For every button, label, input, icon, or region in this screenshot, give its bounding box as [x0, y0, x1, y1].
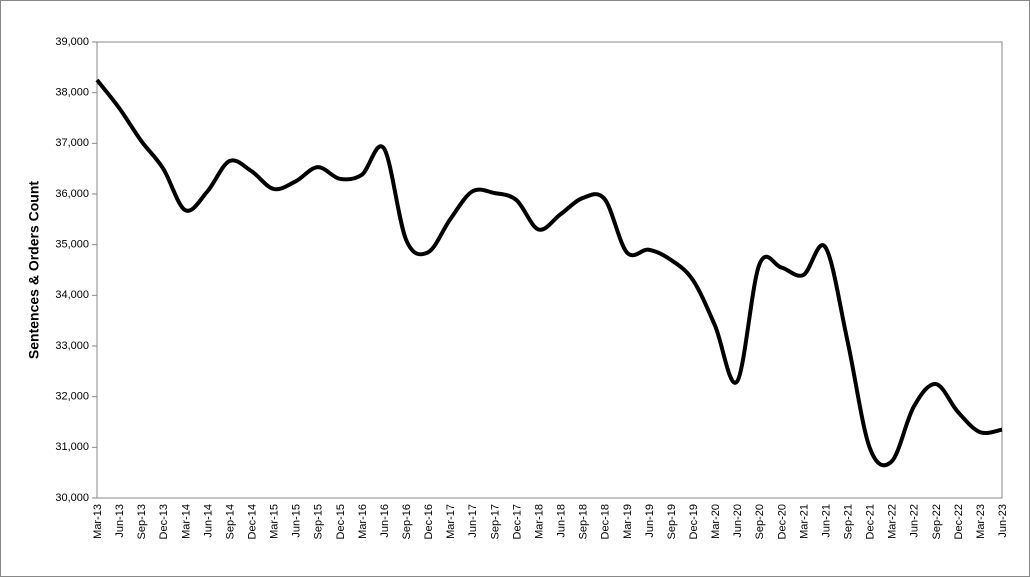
x-tick-label: Dec-22 — [953, 504, 965, 539]
x-tick-label: Sep-22 — [931, 504, 943, 539]
x-tick-label: Dec-14 — [247, 504, 259, 539]
x-tick-label: Mar-15 — [269, 504, 281, 539]
x-tick-label: Sep-18 — [578, 504, 590, 539]
y-tick-label: 30,000 — [55, 492, 89, 504]
x-tick-label: Mar-14 — [180, 504, 192, 539]
y-tick-label: 38,000 — [55, 87, 89, 99]
x-tick-label: Sep-19 — [666, 504, 678, 539]
y-axis-title: Sentences & Orders Count — [26, 181, 42, 359]
x-tick-label: Jun-19 — [644, 504, 656, 538]
x-tick-label: Jun-14 — [202, 504, 214, 538]
x-tick-label: Sep-21 — [842, 504, 854, 539]
y-tick-label: 39,000 — [55, 36, 89, 48]
x-tick-label: Mar-23 — [975, 504, 987, 539]
x-tick-label: Jun-22 — [909, 504, 921, 538]
x-tick-label: Sep-14 — [224, 504, 236, 539]
x-tick-label: Sep-16 — [401, 504, 413, 539]
x-tick-label: Mar-18 — [533, 504, 545, 539]
y-tick-label: 36,000 — [55, 188, 89, 200]
x-tick-label: Dec-15 — [335, 504, 347, 539]
x-tick-label: Jun-20 — [732, 504, 744, 538]
x-tick-label: Sep-13 — [136, 504, 148, 539]
x-tick-label: Sep-17 — [489, 504, 501, 539]
data-line — [95, 78, 1003, 468]
x-tick-label: Jun-23 — [997, 504, 1009, 538]
x-tick-label: Jun-16 — [379, 504, 391, 538]
x-tick-label: Mar-19 — [622, 504, 634, 539]
plot-area — [96, 41, 1003, 499]
x-tick-label: Dec-13 — [158, 504, 170, 539]
y-tick-label: 31,000 — [55, 441, 89, 453]
x-tick-label: Sep-15 — [313, 504, 325, 539]
y-tick-label: 37,000 — [55, 137, 89, 149]
x-tick-label: Jun-18 — [556, 504, 568, 538]
x-tick-label: Dec-18 — [600, 504, 612, 539]
x-tick-label: Dec-20 — [776, 504, 788, 539]
x-tick-label: Dec-17 — [511, 504, 523, 539]
x-tick-label: Sep-20 — [754, 504, 766, 539]
x-tick-label: Mar-13 — [92, 504, 104, 539]
x-tick-label: Mar-17 — [445, 504, 457, 539]
y-tick-label: 32,000 — [55, 391, 89, 403]
x-tick-label: Jun-17 — [467, 504, 479, 538]
y-tick-label: 33,000 — [55, 340, 89, 352]
x-tick-label: Dec-19 — [688, 504, 700, 539]
x-tick-label: Mar-16 — [357, 504, 369, 539]
y-tick-label: 34,000 — [55, 289, 89, 301]
x-tick-label: Mar-22 — [887, 504, 899, 539]
x-tick-label: Dec-16 — [423, 504, 435, 539]
x-tick-label: Mar-20 — [710, 504, 722, 539]
y-tick-label: 35,000 — [55, 239, 89, 251]
x-tick-label: Jun-21 — [820, 504, 832, 538]
x-tick-label: Mar-21 — [798, 504, 810, 539]
x-tick-label: Dec-21 — [865, 504, 877, 539]
x-tick-label: Jun-15 — [291, 504, 303, 538]
x-tick-label: Jun-13 — [114, 504, 126, 538]
